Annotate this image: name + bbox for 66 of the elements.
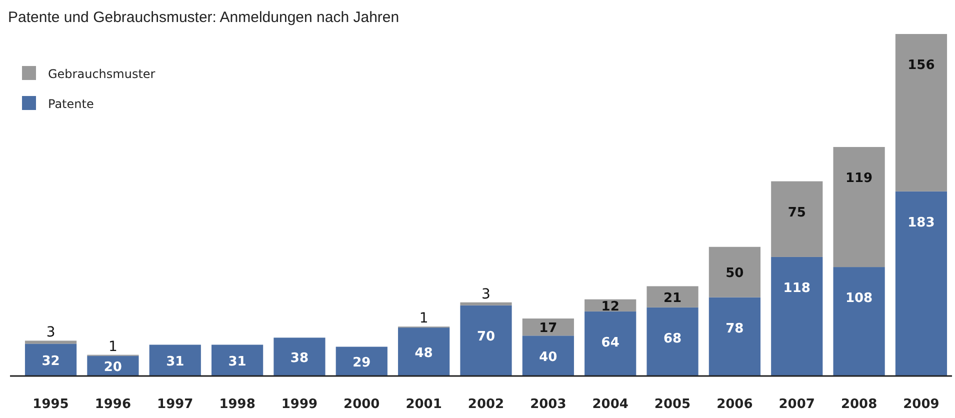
data-label: 1 [419,310,428,327]
data-label: 31 [228,354,246,370]
bar [24,340,77,344]
data-label: 29 [352,355,371,370]
bar [646,286,698,308]
bar [460,305,512,376]
data-label: 12 [601,299,620,314]
data-label: 183 [908,215,935,230]
bar [771,181,823,257]
bar [522,336,574,376]
bar [522,318,574,336]
data-label: 108 [845,291,873,306]
bar [771,256,823,376]
bar [708,246,760,298]
bar [584,311,636,376]
x-tick-label: 2000 [344,397,380,412]
data-label: 70 [476,329,496,344]
bar [895,191,948,376]
bar [895,34,948,192]
data-label: 119 [845,170,873,186]
x-tick-label: 1995 [32,397,69,412]
data-label: 31 [166,354,184,370]
data-label: 3 [482,286,490,302]
bar [212,344,264,376]
data-label: 156 [908,58,935,73]
x-tick-label: 1996 [94,397,132,412]
data-label: 3 [46,324,56,341]
x-tick-label: 2006 [716,397,753,412]
x-tick-label: 2009 [903,397,940,412]
data-label: 38 [290,350,309,366]
data-label: 64 [601,335,620,350]
data-label: 118 [783,280,810,296]
data-label: 78 [726,321,744,336]
data-label: 20 [104,360,122,375]
bar [708,297,760,376]
data-label: 40 [539,350,558,365]
bar [24,344,77,376]
bar [646,307,698,376]
data-label: 17 [539,321,558,336]
x-tick-label: 2002 [468,397,504,412]
data-label: 21 [663,290,682,306]
bar [336,346,388,376]
data-label: 50 [726,266,744,282]
bar [149,344,201,376]
x-tick-label: 1997 [157,397,194,412]
legend-label: Gebrauchsmuster [48,67,156,81]
data-label: 32 [42,354,60,369]
bar [833,146,885,268]
x-tick-label: 2005 [654,397,691,412]
data-label: 48 [414,346,433,361]
data-label: 75 [788,205,806,220]
chart-title: Patente und Gebrauchsmuster: Anmeldungen nach Jahren [8,9,400,26]
bar [398,328,450,376]
bar [274,338,326,376]
x-tick-label: 2007 [778,397,815,412]
data-label: 68 [663,331,682,346]
x-tick-label: 2004 [592,397,628,412]
x-tick-label: 2001 [406,397,442,412]
x-tick-label: 1998 [219,397,256,412]
data-label: 1 [108,338,118,355]
x-tick-label: 1999 [281,397,318,412]
bar [833,267,885,376]
bar [460,302,512,306]
x-tick-label: 2003 [530,397,566,412]
legend-label: Patente [48,97,94,111]
x-tick-label: 2008 [840,397,878,412]
